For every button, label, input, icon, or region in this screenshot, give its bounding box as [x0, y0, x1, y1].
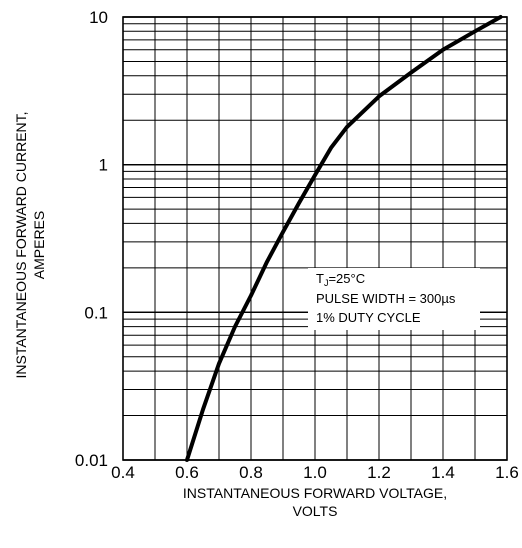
x-tick-label: 0.8 — [239, 463, 263, 482]
plot-frame — [122, 16, 508, 461]
y-axis-title-line2: AMPERES — [31, 211, 47, 279]
annotation-background — [308, 268, 480, 330]
curve-layer — [185, 15, 503, 462]
y-tick-label: 1 — [99, 156, 108, 175]
x-axis-title-line1: INSTANTANEOUS FORWARD VOLTAGE, — [183, 485, 447, 501]
x-tick-label: 1.6 — [495, 463, 519, 482]
annotation-pulse-width: PULSE WIDTH = 300µs — [316, 291, 456, 306]
y-tick-labels: 0.01 0.1 1 10 — [75, 8, 108, 470]
y-tick-label: 10 — [89, 8, 108, 27]
forward-current-curve — [185, 15, 503, 462]
x-tick-label: 0.4 — [111, 463, 135, 482]
y-tick-label: 0.01 — [75, 451, 108, 470]
plot-border — [122, 16, 508, 461]
x-tick-label: 0.6 — [175, 463, 199, 482]
x-tick-label: 1.2 — [367, 463, 391, 482]
x-tick-label: 1.4 — [431, 463, 455, 482]
y-tick-label: 0.1 — [84, 303, 108, 322]
annotation-duty-cycle: 1% DUTY CYCLE — [316, 310, 421, 325]
y-axis-title-line1: INSTANTANEOUS FORWARD CURRENT, — [13, 111, 29, 378]
annotation-tj: TJ=25°C — [316, 271, 365, 288]
x-tick-label: 1.0 — [303, 463, 327, 482]
grid — [122, 16, 508, 461]
annotation-box: TJ=25°C PULSE WIDTH = 300µs 1% DUTY CYCL… — [308, 268, 480, 330]
x-tick-labels: 0.4 0.6 0.8 1.0 1.2 1.4 1.6 — [111, 463, 519, 482]
x-axis-title-line2: VOLTS — [293, 503, 338, 519]
